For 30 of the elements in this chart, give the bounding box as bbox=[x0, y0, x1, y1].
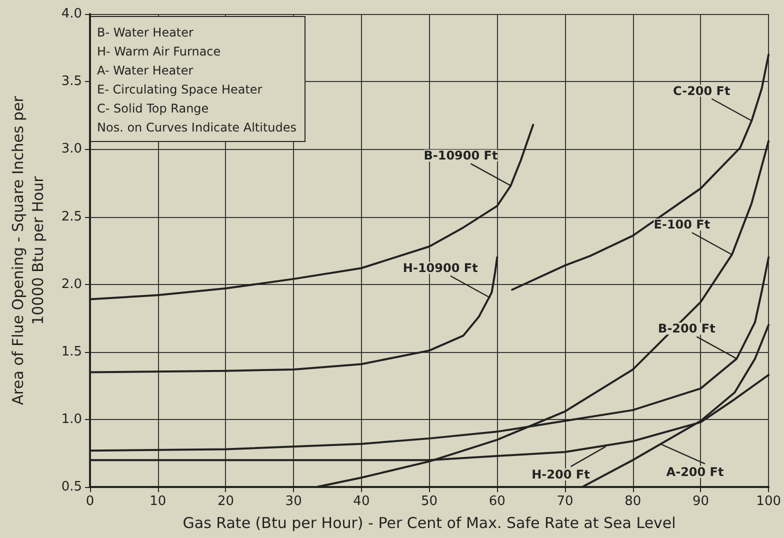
annotation: H-200 Ft bbox=[532, 468, 590, 482]
y-tick-label: 4.0 bbox=[61, 6, 82, 22]
annotation: B-200 Ft bbox=[658, 322, 716, 336]
x-tick-label: 80 bbox=[624, 494, 642, 510]
annotation: E-100 Ft bbox=[654, 218, 710, 232]
y-tick-label: 3.0 bbox=[61, 142, 82, 157]
x-tick-label: 60 bbox=[488, 494, 506, 510]
annotation: A-200 Ft bbox=[666, 464, 724, 479]
annotation: H-10900 Ft bbox=[402, 260, 478, 275]
annotation: C-200 Ft bbox=[673, 84, 730, 98]
x-tick-label: 90 bbox=[692, 494, 710, 510]
y-tick-label: 2.5 bbox=[61, 209, 82, 224]
x-tick-label: 30 bbox=[285, 494, 302, 510]
x-tick-label: 100 bbox=[756, 494, 782, 510]
annotation: B-10900 Ft bbox=[424, 148, 498, 163]
y-tick-label: 1.0 bbox=[61, 412, 82, 428]
y-tick-label: 0.5 bbox=[61, 480, 82, 495]
x-tick-label: 20 bbox=[217, 494, 234, 510]
y-axis-title: Area of Flue Opening - Square Inches per 10000 Btu per Hour bbox=[9, 95, 47, 406]
annotation: B- Water Heater H- Warm Air Furnace A- Water Heater E- Circulating Space Heater C- Solid Top Range Nos. on Curves Indicate Altitudes bbox=[97, 26, 297, 134]
x-tick-label: 50 bbox=[421, 494, 438, 510]
line-series bbox=[511, 54, 770, 291]
x-tick-label: 0 bbox=[86, 494, 94, 510]
y-tick-label: 3.5 bbox=[61, 74, 82, 90]
y-tick-label: 2.0 bbox=[61, 276, 82, 292]
x-tick-label: 10 bbox=[150, 494, 166, 510]
y-tick-label: 1.5 bbox=[61, 344, 82, 360]
x-axis-title: Gas Rate (Btu per Hour) - Per Cent of Max. Safe Rate at Sea Level bbox=[182, 514, 676, 532]
x-tick-label: 70 bbox=[556, 494, 574, 510]
x-tick-label: 40 bbox=[353, 494, 370, 510]
